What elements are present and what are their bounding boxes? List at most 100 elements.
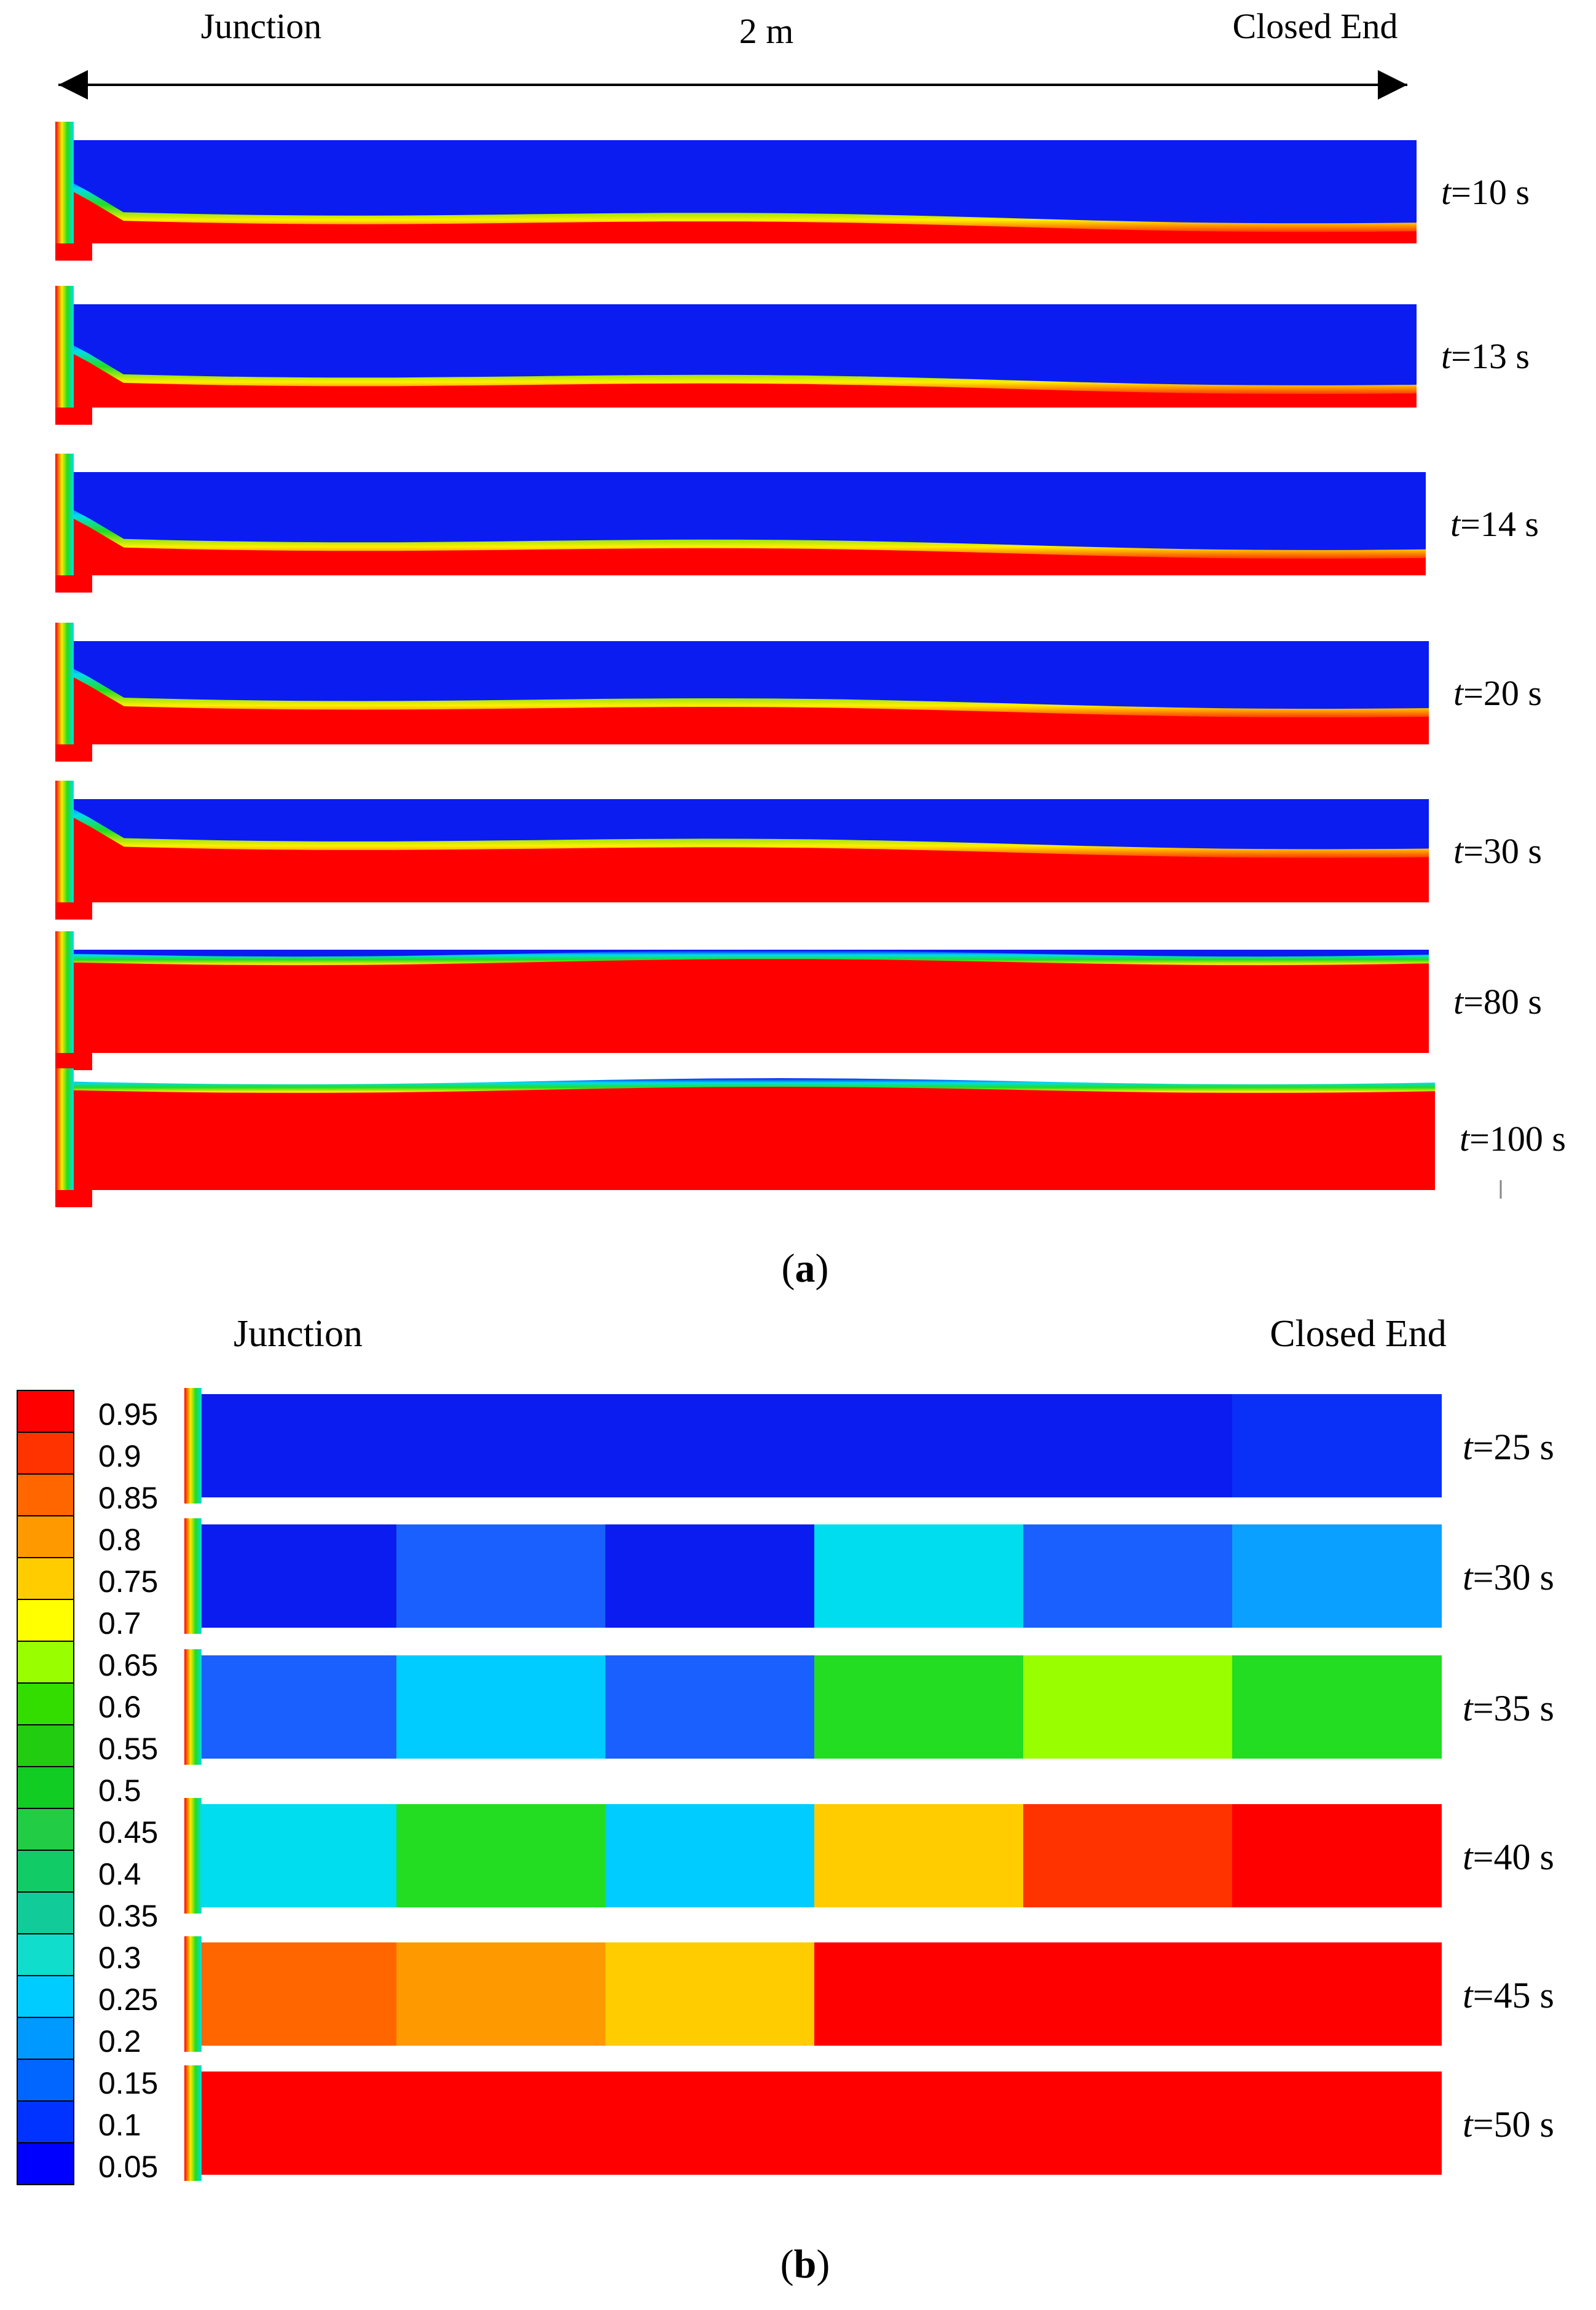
concentration-zone [396, 1655, 606, 1759]
colorbar-tick-label: 0.8 [98, 1523, 141, 1557]
water-region [55, 344, 1417, 408]
concentration-zone [814, 1804, 1024, 1907]
concentration-zone [814, 2072, 1024, 2175]
water-region [55, 808, 1429, 902]
time-label: t=45 s [1463, 1975, 1554, 2016]
concentration-zone [1023, 1394, 1233, 1497]
junction-inlet [184, 1388, 202, 1504]
panel-a-row-5: t=30 s [55, 781, 1542, 920]
time-label: t=30 s [1463, 1557, 1554, 1598]
colorbar-swatch [17, 1557, 74, 1600]
concentration-zone [187, 1394, 397, 1497]
colorbar-tick-label: 0.5 [98, 1773, 141, 1808]
concentration-zone [1023, 1942, 1233, 2046]
junction-inlet [55, 122, 74, 261]
time-label: t=40 s [1463, 1837, 1554, 1877]
interface-band [55, 799, 1429, 862]
time-label: t=14 s [1450, 504, 1539, 544]
junction-stub [55, 243, 92, 261]
concentration-zone [605, 1655, 815, 1759]
panel-b-closed-end-label: Closed End [1270, 1313, 1447, 1355]
junction-inlet [55, 286, 74, 425]
time-label: t=80 s [1453, 982, 1542, 1022]
colorbar-swatch [17, 1473, 74, 1516]
interface-band [55, 658, 1429, 722]
junction-stub [55, 408, 92, 425]
colorbar-swatch [17, 1390, 74, 1433]
colorbar-tick-label: 0.3 [98, 1941, 141, 1975]
colorbar-tick-label: 0.9 [98, 1439, 141, 1473]
colorbar-swatch [17, 1850, 74, 1893]
panel-a-caption: (a) [782, 1246, 829, 1291]
colorbar-tick-label: 0.6 [98, 1690, 141, 1724]
panel-a-row-7: t=100 s [55, 1068, 1566, 1207]
concentration-zone [396, 1942, 606, 2046]
concentration-zone [396, 1804, 606, 1907]
colorbar-swatch [17, 1808, 74, 1851]
junction-stub [55, 902, 92, 920]
concentration-zone [814, 1655, 1024, 1759]
colorbar-swatch [17, 2017, 74, 2060]
concentration-zone [187, 2072, 397, 2175]
colorbar-tick-label: 0.1 [98, 2108, 141, 2142]
colorbar-tick-label: 0.15 [98, 2066, 158, 2100]
panel-b-row-1: t=25 s [184, 1388, 1554, 1504]
junction-inlet [184, 1936, 202, 2052]
interface-band [55, 173, 1417, 236]
junction-stub [55, 744, 92, 762]
junction-inlet [55, 623, 74, 762]
time-label: t=50 s [1463, 2104, 1554, 2145]
colorbar-swatch [17, 2059, 74, 2102]
time-label: t=30 s [1453, 831, 1542, 871]
colorbar-tick-label: 0.05 [98, 2150, 158, 2184]
concentration-zone [605, 2072, 815, 2175]
panel-a-closed-end-label: Closed End [1232, 6, 1397, 46]
colorbar-swatch [17, 2142, 74, 2185]
colorbar-swatch [17, 1641, 74, 1684]
concentration-zone [605, 1804, 815, 1907]
concentration-zone [187, 1524, 397, 1628]
panel-a-junction-label: Junction [201, 6, 322, 46]
time-label: t=13 s [1441, 336, 1530, 376]
concentration-zone [605, 1394, 815, 1497]
interface-band [55, 500, 1426, 562]
panel-b-row-3: t=35 s [184, 1649, 1554, 1765]
junction-inlet [184, 1649, 202, 1765]
colorbar-tick-label: 0.45 [98, 1815, 158, 1850]
colorbar-tick-label: 0.85 [98, 1481, 158, 1515]
concentration-zone [1232, 1804, 1442, 1907]
junction-stub [55, 1190, 92, 1207]
water-region [55, 668, 1429, 744]
concentration-zone [1232, 2072, 1442, 2175]
concentration-zone [396, 1394, 606, 1497]
water-region [55, 959, 1429, 1053]
concentration-zone [1023, 1524, 1233, 1628]
colorbar-tick-label: 0.25 [98, 1982, 158, 2017]
colorbar-tick-label: 0.95 [98, 1397, 158, 1432]
concentration-zone [1232, 1524, 1442, 1628]
time-label: t=35 s [1463, 1688, 1554, 1729]
colorbar-swatch [17, 1682, 74, 1725]
colorbar-swatch [17, 1766, 74, 1809]
panel-b-row-2: t=30 s [184, 1518, 1554, 1634]
concentration-zone [187, 1655, 397, 1759]
colorbar-swatch [17, 2100, 74, 2143]
colorbar-swatch [17, 1975, 74, 2018]
concentration-zone [814, 1524, 1024, 1628]
colorbar-tick-label: 0.7 [98, 1606, 141, 1641]
colorbar-tick-label: 0.65 [98, 1648, 158, 1682]
junction-inlet [184, 1798, 202, 1914]
panel-a-row-3: t=14 s [55, 454, 1539, 593]
panel-a-rows: t=10 s t=13 s t=14 s t=20 s t=30 s t=80 s t=10… [55, 122, 1566, 1207]
colorbar-tick-label: 0.4 [98, 1857, 141, 1891]
time-label: t=20 s [1453, 673, 1542, 713]
water-region [55, 182, 1417, 243]
colorbar-tick-label: 0.55 [98, 1732, 158, 1766]
panel-a-row-6: t=80 s [55, 931, 1542, 1070]
panel-b-junction-label: Junction [234, 1313, 363, 1355]
concentration-zone [1023, 2072, 1233, 2175]
concentration-zone [814, 1394, 1024, 1497]
time-label: t=10 s [1441, 172, 1530, 212]
concentration-zone [396, 1524, 606, 1628]
colorbar-tick-label: 0.2 [98, 2024, 141, 2059]
